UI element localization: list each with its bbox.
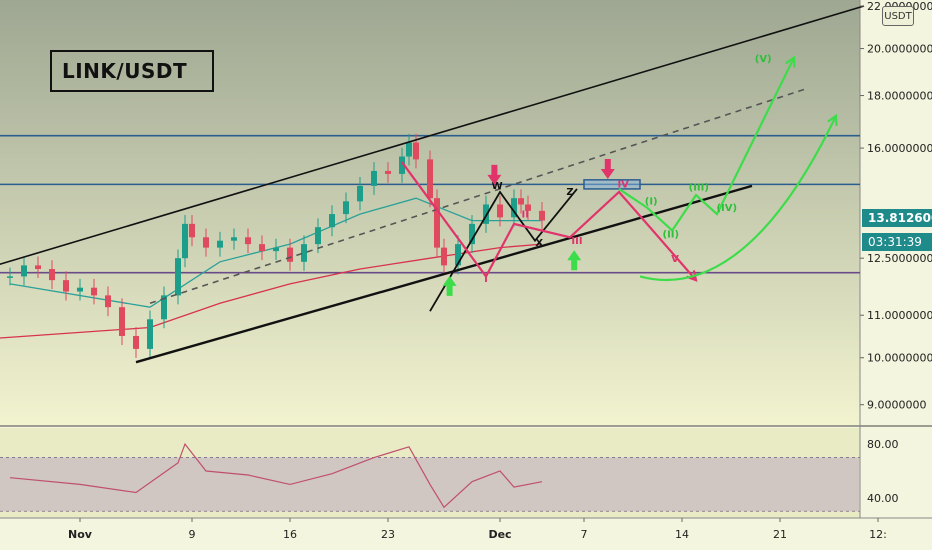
current-price-tag: 13.8126000 bbox=[862, 209, 932, 227]
wave-green-arrowhead bbox=[785, 55, 796, 68]
channel-lower-trendline bbox=[135, 184, 753, 364]
rsi-line bbox=[9, 442, 543, 509]
wave-green-label-2: (III) bbox=[689, 182, 709, 193]
wave-green-label-1: (II) bbox=[663, 229, 680, 240]
wave-green-label-3: (IV) bbox=[716, 203, 737, 214]
price-tick-label-6: 10.0000000 bbox=[867, 352, 932, 365]
candle-body-14 bbox=[189, 223, 195, 238]
currency-badge[interactable]: USDT bbox=[882, 6, 914, 26]
down-arrow-1 bbox=[600, 158, 615, 179]
candle-body-15 bbox=[203, 237, 209, 248]
candle-body-7 bbox=[105, 295, 111, 308]
up-arrow-3 bbox=[567, 250, 582, 271]
time-tick-label-5: 7 bbox=[581, 528, 588, 541]
candle-body-9 bbox=[133, 335, 139, 349]
candle-body-3 bbox=[49, 269, 55, 281]
time-tick-label-0: Nov bbox=[68, 528, 93, 541]
candle-body-18 bbox=[245, 237, 251, 245]
rsi-tick-label-0: 80.00 bbox=[867, 438, 899, 451]
wave-black-path bbox=[429, 188, 578, 312]
time-tick-label-1: 9 bbox=[189, 528, 196, 541]
candle-body-23 bbox=[315, 227, 321, 245]
wave-pink-label-3: IV bbox=[617, 179, 629, 190]
ema-long-line bbox=[0, 243, 543, 339]
candle-body-36 bbox=[469, 223, 475, 245]
candle-body-22 bbox=[301, 244, 307, 262]
candle-body-40 bbox=[518, 198, 524, 205]
candle-body-5 bbox=[77, 287, 83, 292]
candle-body-11 bbox=[161, 295, 167, 320]
wave-black-label-1: X bbox=[535, 238, 543, 249]
candle-body-19 bbox=[259, 244, 265, 252]
up-arrow-2 bbox=[442, 275, 457, 296]
candle-body-42 bbox=[539, 210, 545, 221]
candle-body-4 bbox=[63, 280, 69, 292]
time-tick-label-4: Dec bbox=[488, 528, 511, 541]
candle-body-31 bbox=[413, 142, 419, 160]
candle-body-35 bbox=[455, 244, 461, 266]
time-tick-label-2: 16 bbox=[283, 528, 297, 541]
candle-body-2 bbox=[35, 265, 41, 270]
candle-body-0 bbox=[7, 276, 13, 278]
pair-label-box: LINK/USDT bbox=[50, 50, 214, 92]
price-tick-label-2: 18.0000000 bbox=[867, 90, 932, 103]
candle-body-12 bbox=[175, 258, 181, 296]
candle-body-20 bbox=[273, 247, 279, 252]
wave-green-path bbox=[618, 57, 795, 233]
price-tick-label-1: 20.0000000 bbox=[867, 43, 932, 56]
candle-body-34 bbox=[441, 247, 447, 266]
time-tick-label-7: 21 bbox=[773, 528, 787, 541]
price-tick-label-5: 11.0000000 bbox=[867, 309, 932, 322]
wave-black-label-2: Z bbox=[566, 187, 573, 198]
candle-body-39 bbox=[511, 198, 517, 218]
wave-pink-label-2: III bbox=[571, 236, 582, 247]
time-tick-label-3: 23 bbox=[381, 528, 395, 541]
candle-body-28 bbox=[385, 170, 391, 174]
countdown-tag: 03:31:39 bbox=[862, 233, 932, 251]
price-tick-label-3: 16.0000000 bbox=[867, 142, 932, 155]
candle-body-13 bbox=[182, 223, 188, 259]
green-curve-path bbox=[639, 115, 837, 281]
candle-body-30 bbox=[406, 142, 412, 157]
time-tick-label-6: 14 bbox=[675, 528, 689, 541]
down-arrow-0 bbox=[487, 164, 502, 185]
wave-pink-path bbox=[401, 161, 697, 281]
candle-body-25 bbox=[343, 201, 349, 215]
candle-body-41 bbox=[525, 204, 531, 211]
candle-body-33 bbox=[434, 198, 440, 248]
candle-body-17 bbox=[231, 237, 237, 241]
wave-green-label-4: (V) bbox=[755, 54, 772, 65]
candle-body-29 bbox=[399, 156, 405, 174]
wave-pink-label-0: I bbox=[484, 274, 488, 285]
candle-body-21 bbox=[287, 247, 293, 262]
wave-pink-label-1: II bbox=[521, 209, 528, 220]
rsi-tick-label-1: 40.00 bbox=[867, 492, 899, 505]
pair-label: LINK/USDT bbox=[62, 59, 188, 83]
price-tick-label-7: 9.0000000 bbox=[867, 399, 927, 412]
candle-body-6 bbox=[91, 287, 97, 296]
channel-mid-trendline bbox=[149, 87, 809, 304]
resistance-box bbox=[583, 179, 641, 190]
wave-green-label-0: (I) bbox=[645, 196, 658, 207]
candle-body-27 bbox=[371, 170, 377, 186]
time-tick-label-8: 12: bbox=[869, 528, 887, 541]
candle-body-24 bbox=[329, 214, 335, 228]
candle-body-8 bbox=[119, 307, 125, 336]
candle-body-26 bbox=[357, 185, 363, 202]
channel-upper-trendline bbox=[0, 5, 865, 266]
green-curve-arrowhead bbox=[827, 113, 838, 126]
candle-body-1 bbox=[21, 265, 27, 277]
wave-pink-label-4: V bbox=[671, 254, 679, 265]
wave-black-label-0: W bbox=[492, 181, 503, 192]
candle-body-38 bbox=[497, 204, 503, 218]
candle-body-32 bbox=[427, 159, 433, 199]
price-tick-label-4: 12.5000000 bbox=[867, 252, 932, 265]
candle-body-16 bbox=[217, 240, 223, 248]
candle-body-10 bbox=[147, 319, 153, 349]
